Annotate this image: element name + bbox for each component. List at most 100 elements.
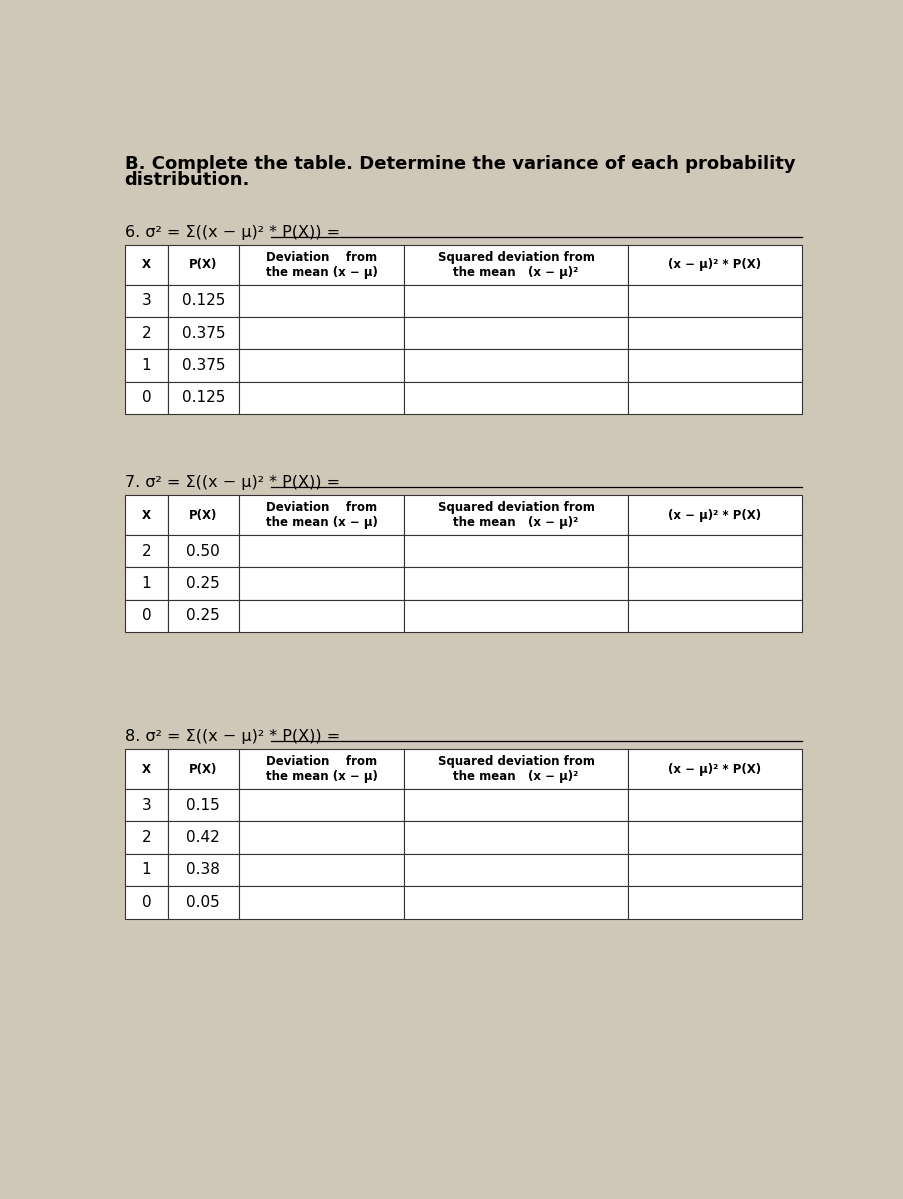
Bar — [627, 789, 801, 821]
Bar — [627, 535, 801, 567]
Bar — [168, 495, 238, 535]
Text: 3: 3 — [141, 294, 151, 308]
Bar — [627, 245, 801, 285]
Bar — [125, 821, 168, 854]
Text: 2: 2 — [142, 830, 151, 845]
Bar — [168, 886, 238, 918]
Bar — [168, 789, 238, 821]
Bar — [125, 285, 168, 317]
Bar — [125, 789, 168, 821]
Text: X: X — [142, 258, 151, 271]
Bar — [404, 245, 627, 285]
Text: distribution.: distribution. — [125, 170, 250, 188]
Bar — [168, 821, 238, 854]
Bar — [125, 535, 168, 567]
Text: 0: 0 — [142, 608, 151, 623]
Text: Deviation    from
the mean (x − μ): Deviation from the mean (x − μ) — [265, 755, 377, 783]
Bar — [238, 535, 404, 567]
Bar — [125, 317, 168, 349]
Bar — [627, 349, 801, 381]
Text: 1: 1 — [142, 576, 151, 591]
Bar — [125, 495, 168, 535]
Bar — [168, 285, 238, 317]
Text: 0.50: 0.50 — [186, 543, 220, 559]
Bar — [238, 317, 404, 349]
Bar — [238, 381, 404, 414]
Text: B. Complete the table. Determine the variance of each probability: B. Complete the table. Determine the var… — [125, 156, 795, 174]
Bar — [168, 349, 238, 381]
Bar — [168, 567, 238, 600]
Bar — [125, 567, 168, 600]
Text: 2: 2 — [142, 326, 151, 341]
Bar — [627, 495, 801, 535]
Bar — [168, 381, 238, 414]
Text: 0.15: 0.15 — [186, 797, 220, 813]
Text: 0.125: 0.125 — [182, 294, 225, 308]
Bar — [627, 317, 801, 349]
Bar — [404, 600, 627, 632]
Bar — [627, 567, 801, 600]
Bar — [404, 567, 627, 600]
Bar — [238, 854, 404, 886]
Bar — [404, 821, 627, 854]
Bar — [168, 245, 238, 285]
Bar — [168, 600, 238, 632]
Bar — [404, 789, 627, 821]
Bar — [238, 567, 404, 600]
Text: P(X): P(X) — [189, 508, 218, 522]
Bar — [168, 854, 238, 886]
Bar — [125, 886, 168, 918]
Bar — [238, 749, 404, 789]
Text: P(X): P(X) — [189, 763, 218, 776]
Text: Squared deviation from
the mean   (x − μ)²: Squared deviation from the mean (x − μ)² — [437, 501, 594, 529]
Bar — [168, 535, 238, 567]
Text: 0: 0 — [142, 894, 151, 910]
Text: 0.25: 0.25 — [186, 608, 220, 623]
Text: Deviation    from
the mean (x − μ): Deviation from the mean (x − μ) — [265, 251, 377, 279]
Bar — [125, 381, 168, 414]
Bar — [404, 854, 627, 886]
Bar — [404, 886, 627, 918]
Text: 6. σ² = Σ((x − μ)² * P(X)) =: 6. σ² = Σ((x − μ)² * P(X)) = — [125, 224, 344, 240]
Text: 0.25: 0.25 — [186, 576, 220, 591]
Text: 0.42: 0.42 — [186, 830, 220, 845]
Text: 1: 1 — [142, 359, 151, 373]
Bar — [627, 821, 801, 854]
Text: Squared deviation from
the mean   (x − μ)²: Squared deviation from the mean (x − μ)² — [437, 251, 594, 279]
Text: 1: 1 — [142, 862, 151, 878]
Text: Deviation    from
the mean (x − μ): Deviation from the mean (x − μ) — [265, 501, 377, 529]
Text: 3: 3 — [141, 797, 151, 813]
Bar — [238, 821, 404, 854]
Bar — [238, 886, 404, 918]
Text: 0.375: 0.375 — [182, 326, 225, 341]
Bar — [125, 854, 168, 886]
Bar — [238, 349, 404, 381]
Bar — [168, 749, 238, 789]
Text: 0: 0 — [142, 391, 151, 405]
Bar — [404, 285, 627, 317]
Text: 0.38: 0.38 — [186, 862, 220, 878]
Text: 2: 2 — [142, 543, 151, 559]
Bar — [238, 495, 404, 535]
Text: 7. σ² = Σ((x − μ)² * P(X)) =: 7. σ² = Σ((x − μ)² * P(X)) = — [125, 475, 344, 490]
Text: Squared deviation from
the mean   (x − μ)²: Squared deviation from the mean (x − μ)² — [437, 755, 594, 783]
Text: (x − μ)² * P(X): (x − μ)² * P(X) — [667, 258, 760, 271]
Text: (x − μ)² * P(X): (x − μ)² * P(X) — [667, 508, 760, 522]
Text: X: X — [142, 508, 151, 522]
Bar — [125, 245, 168, 285]
Bar — [404, 749, 627, 789]
Bar — [627, 854, 801, 886]
Text: 0.375: 0.375 — [182, 359, 225, 373]
Bar — [404, 535, 627, 567]
Bar — [404, 349, 627, 381]
Bar — [404, 317, 627, 349]
Text: 0.125: 0.125 — [182, 391, 225, 405]
Bar — [627, 886, 801, 918]
Bar — [627, 381, 801, 414]
Bar — [125, 349, 168, 381]
Text: P(X): P(X) — [189, 258, 218, 271]
Bar — [627, 749, 801, 789]
Bar — [238, 789, 404, 821]
Text: X: X — [142, 763, 151, 776]
Bar — [404, 381, 627, 414]
